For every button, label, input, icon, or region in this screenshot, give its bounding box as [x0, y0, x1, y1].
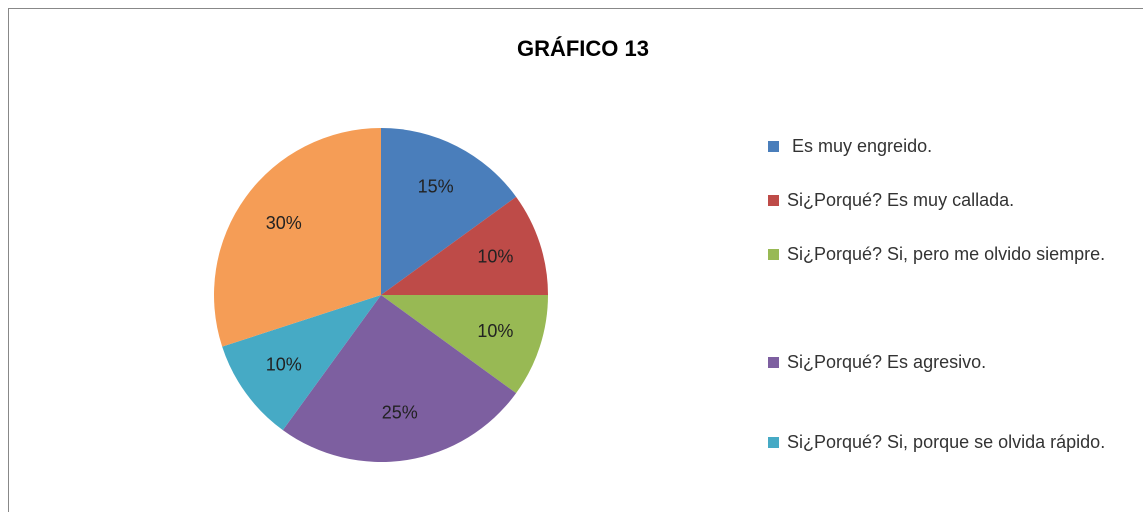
- chart-frame: [8, 8, 1143, 512]
- pie-slice: [381, 196, 548, 295]
- legend-entry: Si¿Porqué? Es muy callada.: [768, 186, 1107, 215]
- legend-entry: Si¿Porqué? Es agresivo.: [768, 348, 1107, 377]
- data-label: 30%: [266, 213, 302, 233]
- legend-label: Si¿Porqué? Si, porque se olvida rápido.: [787, 432, 1106, 452]
- legend-label: Si¿Porqué? Es muy callada.: [787, 190, 1015, 210]
- pie-slice: [213, 128, 381, 347]
- legend-label: Si¿Porqué? Si, pero me olvido siempre.: [787, 244, 1106, 264]
- legend-label: Si¿Porqué? Es agresivo.: [787, 352, 987, 372]
- chart-title: GRÁFICO 13: [517, 36, 649, 61]
- legend-label: Es muy engreido.: [787, 136, 933, 156]
- data-label: 15%: [418, 177, 454, 197]
- data-label: 10%: [477, 247, 513, 267]
- pie-slice: [381, 295, 548, 394]
- legend-swatch: [768, 141, 779, 152]
- legend-swatch: [768, 249, 779, 260]
- legend-entry: Si¿Porqué? Si, porque se olvida rápido.: [768, 428, 1107, 457]
- data-label: 10%: [266, 354, 302, 374]
- pie-slice: [381, 128, 517, 295]
- legend-swatch: [768, 195, 779, 206]
- pie-slice: [222, 295, 381, 431]
- legend-entry: Si¿Porqué? Si, pero me olvido siempre.: [768, 240, 1107, 269]
- legend-entry: Es muy engreido.: [768, 132, 1107, 161]
- pie-slice: [282, 295, 517, 462]
- data-label: 10%: [477, 321, 513, 341]
- legend-swatch: [768, 437, 779, 448]
- legend-swatch: [768, 357, 779, 368]
- data-label: 25%: [382, 403, 418, 423]
